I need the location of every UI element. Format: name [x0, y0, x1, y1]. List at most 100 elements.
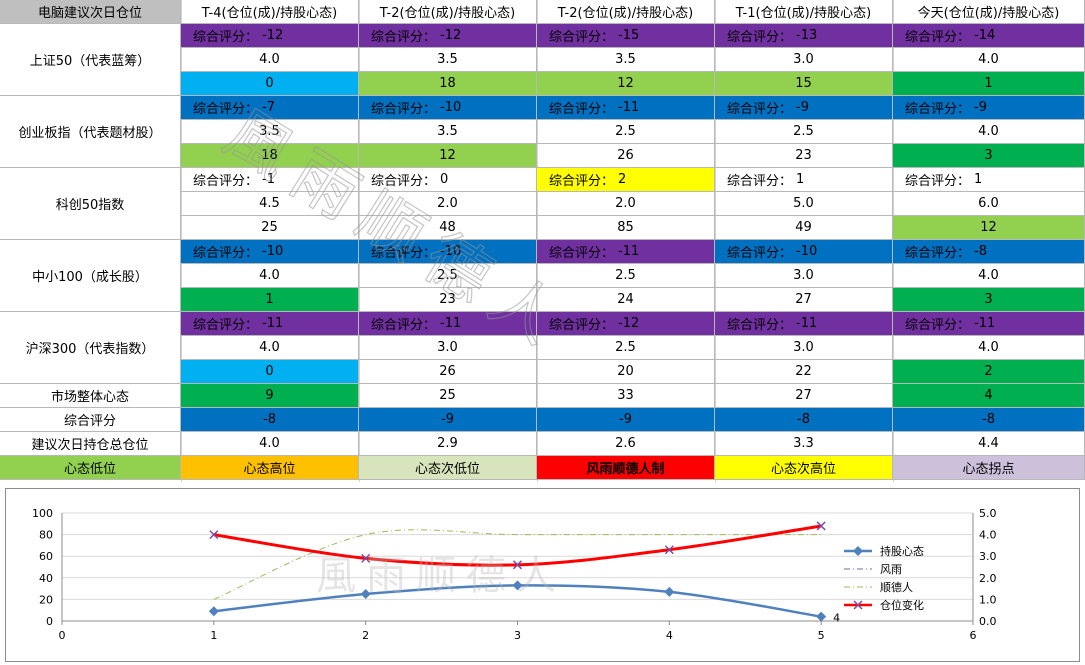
score-cell[interactable]: 综合评分： -8 — [893, 240, 1085, 264]
position-cell[interactable]: 2.5 — [715, 120, 893, 144]
score-cell[interactable]: 综合评分： -12 — [181, 24, 359, 48]
overall-score-cell[interactable]: -8 — [181, 408, 359, 432]
score-cell[interactable]: 综合评分： -9 — [893, 96, 1085, 120]
score-cell[interactable]: 综合评分： 1 — [893, 168, 1085, 192]
position-cell[interactable]: 3.5 — [181, 120, 359, 144]
score-cell[interactable]: 综合评分： -10 — [359, 240, 537, 264]
mood-cell[interactable]: 25 — [181, 216, 359, 240]
score-cell[interactable]: 综合评分： -1 — [181, 168, 359, 192]
score-cell[interactable]: 综合评分： -10 — [181, 240, 359, 264]
score-cell[interactable]: 综合评分： -7 — [181, 96, 359, 120]
score-cell[interactable]: 综合评分： -13 — [715, 24, 893, 48]
score-cell[interactable]: 综合评分： -11 — [893, 312, 1085, 336]
mood-cell[interactable]: 3 — [893, 144, 1085, 168]
mood-cell[interactable]: 12 — [359, 144, 537, 168]
index-name[interactable]: 创业板指（代表题材股） — [0, 96, 181, 168]
suggested-position-cell[interactable]: 3.3 — [715, 432, 893, 456]
mood-cell[interactable]: 12 — [893, 216, 1085, 240]
column-header[interactable]: T-2(仓位(成)/持股心态) — [359, 0, 537, 24]
legend-cell[interactable]: 风雨顺德人制 — [537, 456, 715, 480]
mood-cell[interactable]: 24 — [537, 288, 715, 312]
legend-cell[interactable]: 心态次低位 — [359, 456, 537, 480]
score-cell[interactable]: 综合评分： 2 — [537, 168, 715, 192]
mood-cell[interactable]: 18 — [359, 72, 537, 96]
mood-cell[interactable]: 23 — [715, 144, 893, 168]
position-cell[interactable]: 3.0 — [715, 264, 893, 288]
position-cell[interactable]: 3.5 — [537, 48, 715, 72]
index-name[interactable]: 上证50（代表蓝筹） — [0, 24, 181, 96]
legend-cell[interactable]: 心态高位 — [181, 456, 359, 480]
position-cell[interactable]: 3.5 — [359, 120, 537, 144]
position-cell[interactable]: 2.5 — [537, 336, 715, 360]
position-cell[interactable]: 4.0 — [893, 120, 1085, 144]
mood-cell[interactable]: 22 — [715, 360, 893, 384]
score-cell[interactable]: 综合评分： -10 — [715, 240, 893, 264]
position-cell[interactable]: 2.0 — [359, 192, 537, 216]
position-cell[interactable]: 4.0 — [893, 336, 1085, 360]
column-header[interactable]: T-1(仓位(成)/持股心态) — [715, 0, 893, 24]
mood-cell[interactable]: 26 — [359, 360, 537, 384]
suggested-position-cell[interactable]: 2.6 — [537, 432, 715, 456]
mood-cell[interactable]: 23 — [359, 288, 537, 312]
mood-cell[interactable]: 48 — [359, 216, 537, 240]
score-cell[interactable]: 综合评分： 0 — [359, 168, 537, 192]
index-name[interactable]: 沪深300（代表指数） — [0, 312, 181, 384]
mood-cell[interactable]: 18 — [181, 144, 359, 168]
column-header[interactable]: 今天(仓位(成)/持股心态) — [893, 0, 1085, 24]
column-header[interactable]: T-2(仓位(成)/持股心态) — [537, 0, 715, 24]
mood-cell[interactable]: 0 — [181, 360, 359, 384]
mood-cell[interactable]: 27 — [715, 288, 893, 312]
legend-cell[interactable]: 心态低位 — [0, 456, 181, 480]
mood-cell[interactable]: 1 — [893, 72, 1085, 96]
position-cell[interactable]: 3.0 — [715, 336, 893, 360]
mood-cell[interactable]: 2 — [893, 360, 1085, 384]
position-cell[interactable]: 3.5 — [359, 48, 537, 72]
market-mood-cell[interactable]: 9 — [181, 384, 359, 408]
suggested-position-cell[interactable]: 4.0 — [181, 432, 359, 456]
overall-score-cell[interactable]: -9 — [359, 408, 537, 432]
position-cell[interactable]: 4.0 — [181, 264, 359, 288]
column-header[interactable]: T-4(仓位(成)/持股心态) — [181, 0, 359, 24]
position-cell[interactable]: 5.0 — [715, 192, 893, 216]
overall-score-label[interactable]: 综合评分 — [0, 408, 181, 432]
legend-cell[interactable]: 心态次高位 — [715, 456, 893, 480]
mood-cell[interactable]: 3 — [893, 288, 1085, 312]
overall-score-cell[interactable]: -9 — [537, 408, 715, 432]
market-mood-cell[interactable]: 33 — [537, 384, 715, 408]
score-cell[interactable]: 综合评分： -10 — [359, 96, 537, 120]
position-cell[interactable]: 4.0 — [893, 264, 1085, 288]
score-cell[interactable]: 综合评分： -12 — [359, 24, 537, 48]
line-chart[interactable]: 0 20 40 60 80 100 0.0 1.0 2.0 3.0 4.0 5.0 0 1 2 3 4 5 6 4 持股… — [5, 488, 1080, 662]
index-name[interactable]: 中小100（成长股） — [0, 240, 181, 312]
position-cell[interactable]: 4.5 — [181, 192, 359, 216]
market-mood-cell[interactable]: 25 — [359, 384, 537, 408]
score-cell[interactable]: 综合评分： -11 — [537, 240, 715, 264]
score-cell[interactable]: 综合评分： -12 — [537, 312, 715, 336]
position-cell[interactable]: 4.0 — [181, 48, 359, 72]
overall-score-cell[interactable]: -8 — [893, 408, 1085, 432]
position-cell[interactable]: 6.0 — [893, 192, 1085, 216]
corner-header[interactable]: 电脑建议次日仓位 — [0, 0, 181, 24]
score-cell[interactable]: 综合评分： -14 — [893, 24, 1085, 48]
suggested-position-cell[interactable]: 2.9 — [359, 432, 537, 456]
mood-cell[interactable]: 0 — [181, 72, 359, 96]
index-name[interactable]: 科创50指数 — [0, 168, 181, 240]
mood-cell[interactable]: 49 — [715, 216, 893, 240]
position-cell[interactable]: 3.0 — [715, 48, 893, 72]
mood-cell[interactable]: 1 — [181, 288, 359, 312]
score-cell[interactable]: 综合评分： -11 — [359, 312, 537, 336]
score-cell[interactable]: 综合评分： -9 — [715, 96, 893, 120]
position-cell[interactable]: 2.5 — [537, 120, 715, 144]
mood-cell[interactable]: 12 — [537, 72, 715, 96]
score-cell[interactable]: 综合评分： -11 — [181, 312, 359, 336]
position-cell[interactable]: 2.0 — [537, 192, 715, 216]
score-cell[interactable]: 综合评分： 1 — [715, 168, 893, 192]
score-cell[interactable]: 综合评分： -11 — [715, 312, 893, 336]
position-cell[interactable]: 4.0 — [893, 48, 1085, 72]
mood-cell[interactable]: 20 — [537, 360, 715, 384]
score-cell[interactable]: 综合评分： -15 — [537, 24, 715, 48]
mood-cell[interactable]: 15 — [715, 72, 893, 96]
position-cell[interactable]: 3.0 — [359, 336, 537, 360]
mood-cell[interactable]: 85 — [537, 216, 715, 240]
suggested-position-label[interactable]: 建议次日持仓总仓位 — [0, 432, 181, 456]
